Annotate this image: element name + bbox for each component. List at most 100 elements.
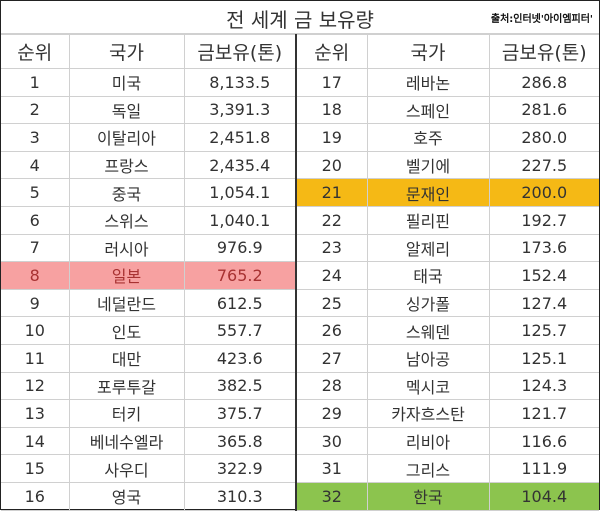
cell-tons: 1,040.1 — [183, 205, 297, 235]
cell-country: 필리핀 — [366, 205, 490, 235]
cell-country: 스페인 — [366, 95, 490, 125]
table-row: 12 포루투갈 382.5 28 멕시코 124.3 — [1, 371, 599, 401]
cell-rank: 31 — [295, 454, 368, 483]
cell-country: 태국 — [366, 261, 490, 290]
cell-tons: 127.4 — [488, 288, 599, 318]
cell-rank: 16 — [1, 481, 70, 511]
table-row: 10 인도 557.7 26 스웨덴 125.7 — [1, 316, 599, 345]
cell-tons: 365.8 — [183, 426, 297, 456]
cell-rank: 1 — [1, 68, 70, 97]
cell-rank: 32 — [295, 481, 368, 511]
cell-tons: 423.6 — [183, 343, 297, 373]
cell-country: 알제리 — [366, 233, 490, 263]
cell-country: 벨기에 — [366, 150, 490, 180]
header-row: 순위 국가 금보유(톤) 순위 국가 금보유(톤) — [1, 34, 599, 69]
cell-rank: 25 — [295, 288, 368, 318]
cell-rank: 23 — [295, 233, 368, 263]
cell-rank: 22 — [295, 205, 368, 235]
cell-tons: 382.5 — [183, 371, 297, 401]
header-rank: 순위 — [1, 34, 70, 69]
cell-rank: 28 — [295, 371, 368, 401]
cell-tons: 104.4 — [488, 481, 599, 511]
cell-country: 스위스 — [68, 205, 185, 235]
cell-rank: 24 — [295, 261, 368, 290]
table-row: 6 스위스 1,040.1 22 필리핀 192.7 — [1, 205, 599, 235]
cell-tons: 116.6 — [488, 426, 599, 456]
table-row: 5 중국 1,054.1 21 문재인 200.0 — [1, 178, 599, 207]
cell-country: 싱가폴 — [366, 288, 490, 318]
cell-country: 중국 — [68, 178, 185, 207]
table-row: 4 프랑스 2,435.4 20 벨기에 227.5 — [1, 150, 599, 180]
cell-rank: 29 — [295, 399, 368, 428]
cell-tons: 281.6 — [488, 95, 599, 125]
cell-tons: 2,435.4 — [183, 150, 297, 180]
header-rank: 순위 — [295, 34, 368, 69]
table-row: 7 러시아 976.9 23 알제리 173.6 — [1, 233, 599, 263]
cell-rank: 2 — [1, 95, 70, 125]
cell-country: 대만 — [68, 343, 185, 373]
cell-rank: 11 — [1, 343, 70, 373]
cell-rank: 19 — [295, 123, 368, 152]
cell-country: 미국 — [68, 68, 185, 97]
cell-rank: 12 — [1, 371, 70, 401]
cell-country: 영국 — [68, 481, 185, 511]
cell-tons: 2,451.8 — [183, 123, 297, 152]
cell-country: 독일 — [68, 95, 185, 125]
cell-rank: 17 — [295, 68, 368, 97]
cell-rank: 14 — [1, 426, 70, 456]
cell-tons: 125.7 — [488, 316, 599, 345]
table-row: 16 영국 310.3 32 한국 104.4 — [1, 481, 599, 511]
cell-rank: 30 — [295, 426, 368, 456]
cell-rank: 9 — [1, 288, 70, 318]
title-row: 전 세계 금 보유량 출처:인터넷'아이엠피터' — [1, 1, 599, 34]
cell-tons: 557.7 — [183, 316, 297, 345]
cell-rank: 6 — [1, 205, 70, 235]
cell-tons: 173.6 — [488, 233, 599, 263]
table-row: 9 네덜란드 612.5 25 싱가폴 127.4 — [1, 288, 599, 318]
cell-tons: 124.3 — [488, 371, 599, 401]
cell-country: 멕시코 — [366, 371, 490, 401]
cell-country: 카자흐스탄 — [366, 399, 490, 428]
cell-tons: 310.3 — [183, 481, 297, 511]
cell-tons: 375.7 — [183, 399, 297, 428]
cell-country: 베네수엘라 — [68, 426, 185, 456]
table-row: 3 이탈리아 2,451.8 19 호주 280.0 — [1, 123, 599, 152]
table-row: 15 사우디 322.9 31 그리스 111.9 — [1, 454, 599, 483]
cell-tons: 322.9 — [183, 454, 297, 483]
cell-country: 레바논 — [366, 68, 490, 97]
header-tons: 금보유(톤) — [488, 34, 599, 69]
cell-country: 한국 — [366, 481, 490, 511]
cell-rank: 20 — [295, 150, 368, 180]
cell-tons: 200.0 — [488, 178, 599, 207]
cell-tons: 152.4 — [488, 261, 599, 290]
cell-rank: 5 — [1, 178, 70, 207]
table-row: 1 미국 8,133.5 17 레바논 286.8 — [1, 68, 599, 97]
cell-country: 프랑스 — [68, 150, 185, 180]
cell-country: 호주 — [366, 123, 490, 152]
cell-tons: 192.7 — [488, 205, 599, 235]
cell-country: 이탈리아 — [68, 123, 185, 152]
cell-tons: 612.5 — [183, 288, 297, 318]
cell-tons: 286.8 — [488, 68, 599, 97]
cell-country: 문재인 — [366, 178, 490, 207]
cell-country: 러시아 — [68, 233, 185, 263]
cell-rank: 27 — [295, 343, 368, 373]
table-row: 11 대만 423.6 27 남아공 125.1 — [1, 343, 599, 373]
cell-rank: 8 — [1, 261, 70, 290]
cell-country: 일본 — [68, 261, 185, 290]
cell-rank: 13 — [1, 399, 70, 428]
cell-rank: 21 — [295, 178, 368, 207]
header-country: 국가 — [68, 34, 185, 69]
cell-rank: 7 — [1, 233, 70, 263]
cell-rank: 15 — [1, 454, 70, 483]
cell-rank: 3 — [1, 123, 70, 152]
cell-country: 네덜란드 — [68, 288, 185, 318]
cell-country: 인도 — [68, 316, 185, 345]
header-tons: 금보유(톤) — [183, 34, 297, 69]
cell-tons: 765.2 — [183, 261, 297, 290]
cell-rank: 10 — [1, 316, 70, 345]
source-note: 출처:인터넷'아이엠피터' — [490, 14, 593, 25]
cell-country: 사우디 — [68, 454, 185, 483]
cell-tons: 1,054.1 — [183, 178, 297, 207]
